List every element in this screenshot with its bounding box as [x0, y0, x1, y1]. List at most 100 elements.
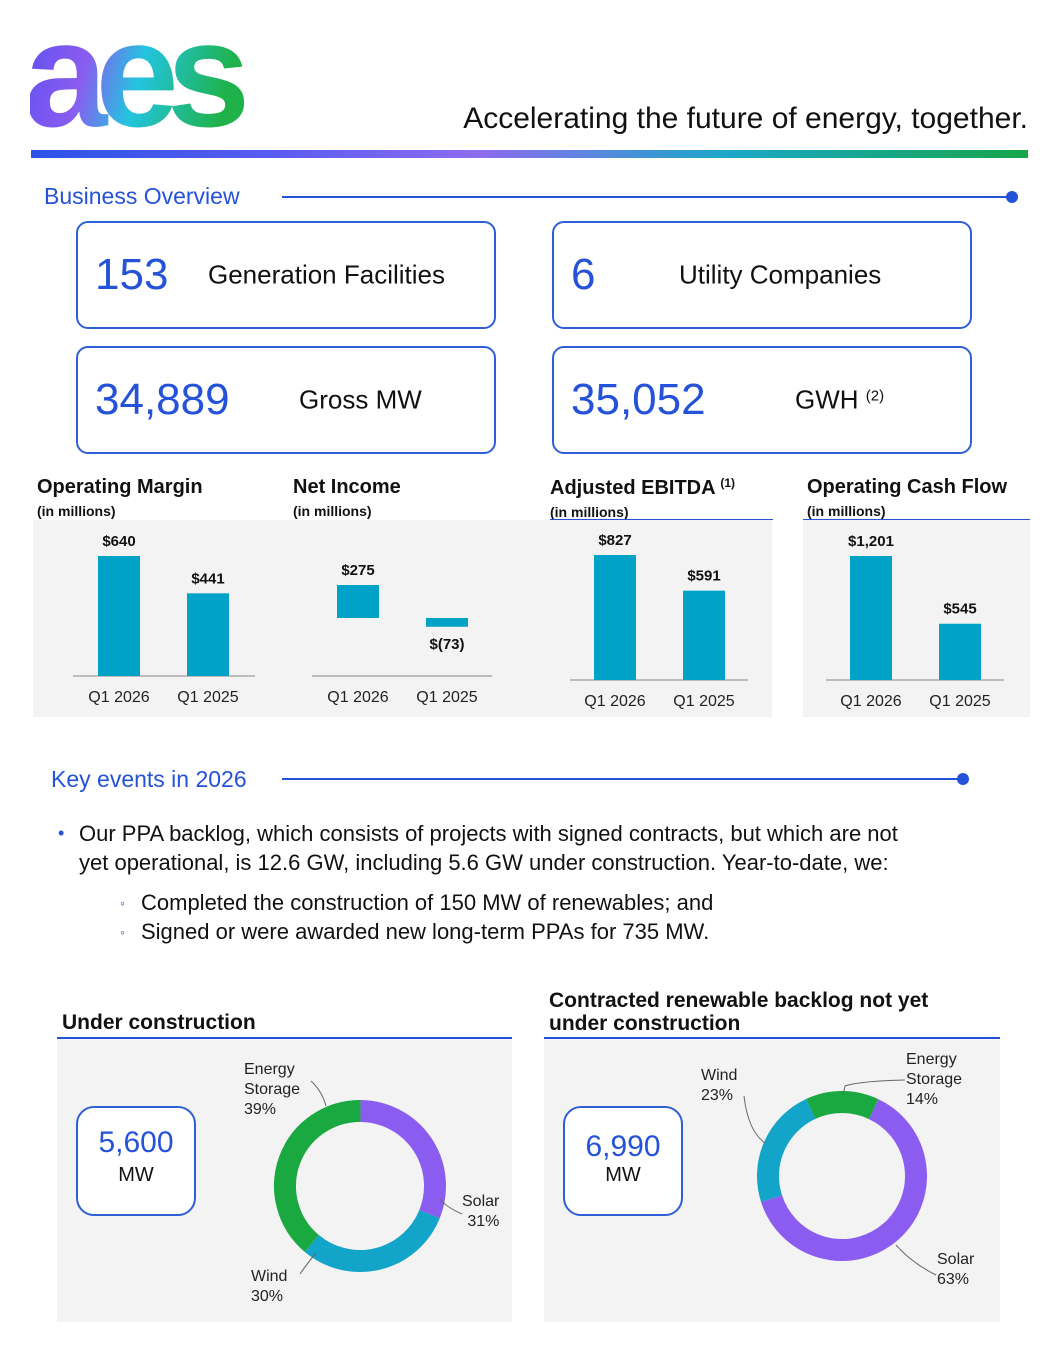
aes-logo: aes: [30, 24, 257, 136]
fin-title: Operating Cash Flow: [807, 476, 1008, 498]
fin-subtitle: (in millions): [293, 503, 372, 519]
financial-bar-charts: $640 Q1 2026 $441 Q1 2025 $275 Q1 2026 $(73) Q1…: [73, 532, 1004, 710]
x-tick-label: Q1 2025: [673, 693, 734, 710]
label-pct: 14%: [906, 1091, 939, 1108]
label-pct: 31%: [467, 1213, 500, 1230]
financials-panel-gap: [772, 520, 803, 717]
donut-label-solar: Solar 63%: [937, 1250, 974, 1290]
fin-subtitle: (in millions): [807, 503, 886, 519]
leader-line: [299, 1252, 317, 1275]
label-line: Energy: [244, 1061, 295, 1078]
x-tick-label: Q1 2025: [177, 689, 238, 706]
label-line: Solar: [462, 1193, 500, 1210]
donut-label-wind: Wind 23%: [701, 1066, 737, 1106]
mw-unit: MW: [605, 1164, 641, 1186]
label-pct: 39%: [244, 1101, 277, 1118]
donut-charts: [274, 1079, 937, 1276]
stat-label-text: GWH: [795, 384, 859, 415]
section-divider: [282, 196, 1012, 198]
fin-header-operating-cash-flow: Operating Cash Flow (in millions): [807, 476, 1032, 519]
key-events-title: Key events in 2026: [51, 766, 247, 792]
header-gradient-bar: [31, 150, 1028, 158]
sub-bullet-icon: ◦: [120, 895, 125, 911]
label-line: Wind: [251, 1268, 288, 1285]
tagline: Accelerating the future of energy, toget…: [463, 102, 1028, 135]
key-events-list: • Our PPA backlog, which consists of pro…: [58, 819, 1018, 946]
mw-card-backlog: 6,990 MW: [563, 1106, 683, 1216]
donut-slice: [757, 1098, 816, 1202]
mw-value: 6,990: [585, 1130, 661, 1163]
label-line: Energy: [906, 1051, 957, 1068]
donut-label-solar: Solar 31%: [462, 1192, 499, 1232]
fin-subtitle: (in millions): [37, 503, 116, 519]
donut-slice: [304, 1209, 440, 1272]
footnote-marker: (2): [865, 387, 885, 405]
donut-label-energy-storage: Energy Storage 39%: [244, 1060, 300, 1120]
stat-label: Gross MW: [299, 384, 422, 415]
bar-data-label: $640: [102, 533, 135, 550]
bar: [850, 556, 892, 680]
donut-title-backlog: Contracted renewable backlog not yet und…: [549, 989, 928, 1035]
list-item: • Our PPA backlog, which consists of pro…: [58, 819, 1018, 877]
section-divider: [282, 778, 962, 780]
bar: [337, 585, 379, 618]
x-tick-label: Q1 2026: [584, 693, 645, 710]
mw-unit: MW: [118, 1164, 154, 1186]
label-line: Storage: [244, 1081, 301, 1098]
bullet-text-line: Our PPA backlog, which consists of proje…: [79, 821, 898, 846]
stat-value: 6: [571, 250, 596, 299]
stat-card-utility-companies: 6 Utility Companies: [552, 221, 972, 329]
stat-card-gross-mw: 34,889 Gross MW: [76, 346, 496, 454]
bar: [683, 590, 725, 680]
bullet-text-line: yet operational, is 12.6 GW, including 5…: [79, 850, 889, 875]
mw-card-under-construction: 5,600 MW: [76, 1106, 196, 1216]
stat-label: Generation Facilities: [208, 259, 445, 290]
leader-line: [439, 1198, 463, 1215]
donut-slice: [806, 1091, 879, 1120]
label-line: Wind: [701, 1067, 738, 1084]
list-item: ◦ Completed the construction of 150 MW o…: [58, 888, 1018, 917]
bar-data-label: $827: [598, 532, 631, 549]
footnote-marker: (1): [720, 476, 736, 490]
donut-title-line: Contracted renewable backlog not yet: [549, 989, 929, 1012]
donut-title-line: under construction: [549, 1012, 741, 1035]
sub-bullet-icon: ◦: [120, 924, 125, 940]
bar-data-label: $(73): [429, 636, 464, 653]
fin-title-text: Adjusted EBITDA: [550, 477, 715, 499]
stat-card-gwh: 35,052 GWH (2): [552, 346, 972, 454]
leader-line: [842, 1079, 906, 1096]
donut-slice: [761, 1099, 927, 1261]
bar: [939, 623, 981, 680]
donut-slice: [274, 1100, 361, 1252]
donut-slice: [360, 1100, 446, 1219]
donut-label-wind: Wind 30%: [251, 1267, 287, 1307]
donut-underline: [544, 1037, 1000, 1039]
x-tick-label: Q1 2025: [929, 693, 990, 710]
mw-value: 5,600: [98, 1126, 174, 1159]
bar-data-label: $275: [341, 562, 374, 579]
section-divider-dot: [1006, 191, 1018, 203]
stat-card-generation-facilities: 153 Generation Facilities: [76, 221, 496, 329]
label-pct: 63%: [937, 1271, 970, 1288]
stat-label: GWH (2): [795, 385, 884, 416]
bullet-icon: •: [58, 823, 65, 843]
fin-title: Operating Margin: [37, 476, 203, 498]
label-line: Solar: [937, 1251, 975, 1268]
fin-header-adjusted-ebitda: Adjusted EBITDA (1) (in millions): [550, 476, 775, 520]
fin-header-net-income: Net Income (in millions): [293, 476, 528, 519]
donut-title-under-construction: Under construction: [62, 1011, 256, 1034]
fin-header-operating-margin: Operating Margin (in millions): [37, 476, 272, 519]
leader-line: [895, 1244, 937, 1276]
x-tick-label: Q1 2026: [88, 689, 149, 706]
bar: [98, 556, 140, 676]
fin-title: Net Income: [293, 476, 401, 498]
stat-value: 153: [95, 250, 169, 299]
fin-subtitle: (in millions): [550, 504, 629, 520]
bar-data-label: $1,201: [848, 533, 894, 550]
label-pct: 23%: [701, 1087, 734, 1104]
stat-value: 35,052: [571, 375, 706, 424]
list-item: ◦ Signed or were awarded new long-term P…: [58, 917, 1018, 946]
label-line: Storage: [906, 1071, 963, 1088]
sub-bullet-text: Signed or were awarded new long-term PPA…: [141, 919, 710, 944]
x-tick-label: Q1 2025: [416, 689, 477, 706]
